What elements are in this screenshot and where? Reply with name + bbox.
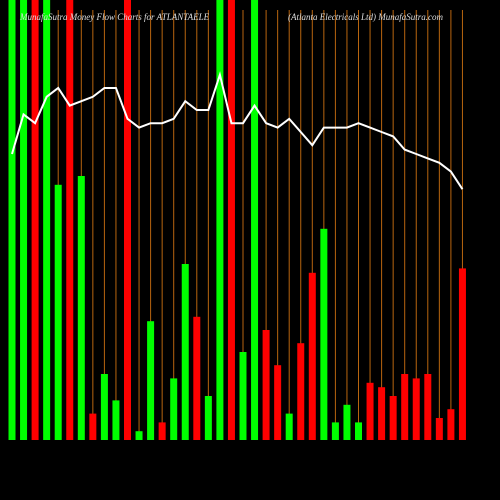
- chart-subtitle: (Atlanta Electricals Ltd) MunafaSutra.co…: [288, 12, 443, 22]
- bar: [297, 343, 305, 440]
- bar: [204, 396, 212, 440]
- bar: [458, 268, 466, 440]
- bar: [112, 400, 120, 440]
- bar: [20, 0, 28, 440]
- money-flow-line: [11, 71, 464, 190]
- bar: [158, 422, 166, 440]
- bar: [239, 352, 247, 440]
- bar: [412, 378, 420, 440]
- bar: [343, 404, 351, 440]
- bar: [227, 0, 235, 440]
- bar: [447, 409, 455, 440]
- bar: [181, 264, 189, 440]
- bar: [31, 0, 39, 440]
- chart-title: MunafaSutra Money Flow Charts for ATLANT…: [19, 12, 210, 22]
- bar: [170, 378, 178, 440]
- bar: [193, 316, 201, 440]
- bar: [77, 176, 85, 440]
- bar: [216, 0, 224, 440]
- bar: [262, 330, 270, 440]
- bar: [285, 413, 293, 440]
- bar: [378, 387, 386, 440]
- bar: [100, 374, 108, 440]
- bar: [331, 422, 339, 440]
- bar: [43, 0, 51, 440]
- bar: [274, 365, 282, 440]
- bar: [124, 0, 131, 440]
- bar: [320, 228, 328, 440]
- bar: [435, 418, 443, 440]
- bar: [251, 0, 259, 440]
- plot-area: [8, 0, 466, 440]
- bar: [54, 184, 62, 440]
- bar: [66, 0, 74, 440]
- bar: [389, 396, 397, 440]
- bar: [424, 374, 432, 440]
- bar: [135, 431, 143, 440]
- bar: [401, 374, 409, 440]
- bar: [308, 272, 316, 440]
- bar: [355, 422, 362, 440]
- bar: [366, 382, 374, 440]
- bar: [147, 321, 155, 440]
- bar: [8, 0, 16, 440]
- bar: [89, 413, 97, 440]
